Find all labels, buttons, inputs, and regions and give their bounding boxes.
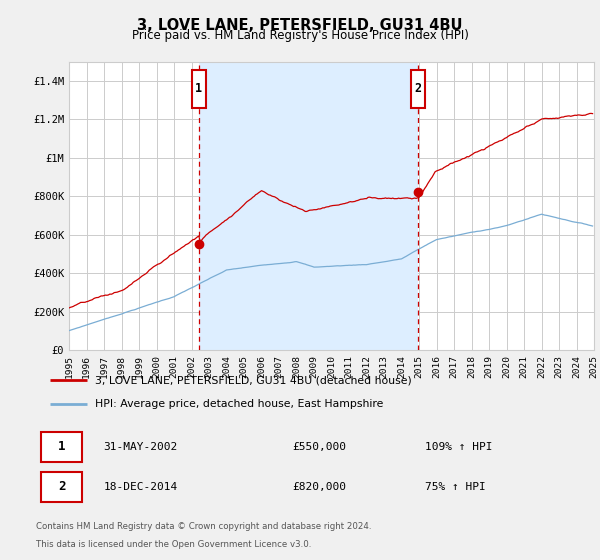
Text: 109% ↑ HPI: 109% ↑ HPI (425, 442, 493, 452)
Text: £550,000: £550,000 (293, 442, 347, 452)
Text: 31-MAY-2002: 31-MAY-2002 (104, 442, 178, 452)
FancyBboxPatch shape (41, 432, 82, 462)
Text: £820,000: £820,000 (293, 482, 347, 492)
Text: 18-DEC-2014: 18-DEC-2014 (104, 482, 178, 492)
Text: 2: 2 (58, 480, 65, 493)
Text: 3, LOVE LANE, PETERSFIELD, GU31 4BU (detached house): 3, LOVE LANE, PETERSFIELD, GU31 4BU (det… (95, 375, 412, 385)
Text: Price paid vs. HM Land Registry's House Price Index (HPI): Price paid vs. HM Land Registry's House … (131, 29, 469, 42)
Text: 1: 1 (58, 440, 65, 454)
Text: HPI: Average price, detached house, East Hampshire: HPI: Average price, detached house, East… (95, 399, 384, 409)
FancyBboxPatch shape (192, 70, 206, 108)
Text: 2: 2 (415, 82, 422, 96)
Text: 3, LOVE LANE, PETERSFIELD, GU31 4BU: 3, LOVE LANE, PETERSFIELD, GU31 4BU (137, 18, 463, 33)
Bar (199, 62, 418, 350)
Text: 75% ↑ HPI: 75% ↑ HPI (425, 482, 485, 492)
FancyBboxPatch shape (411, 70, 425, 108)
FancyBboxPatch shape (41, 472, 82, 502)
Text: Contains HM Land Registry data © Crown copyright and database right 2024.: Contains HM Land Registry data © Crown c… (36, 522, 371, 531)
Text: This data is licensed under the Open Government Licence v3.0.: This data is licensed under the Open Gov… (36, 540, 311, 549)
Text: 1: 1 (195, 82, 202, 96)
